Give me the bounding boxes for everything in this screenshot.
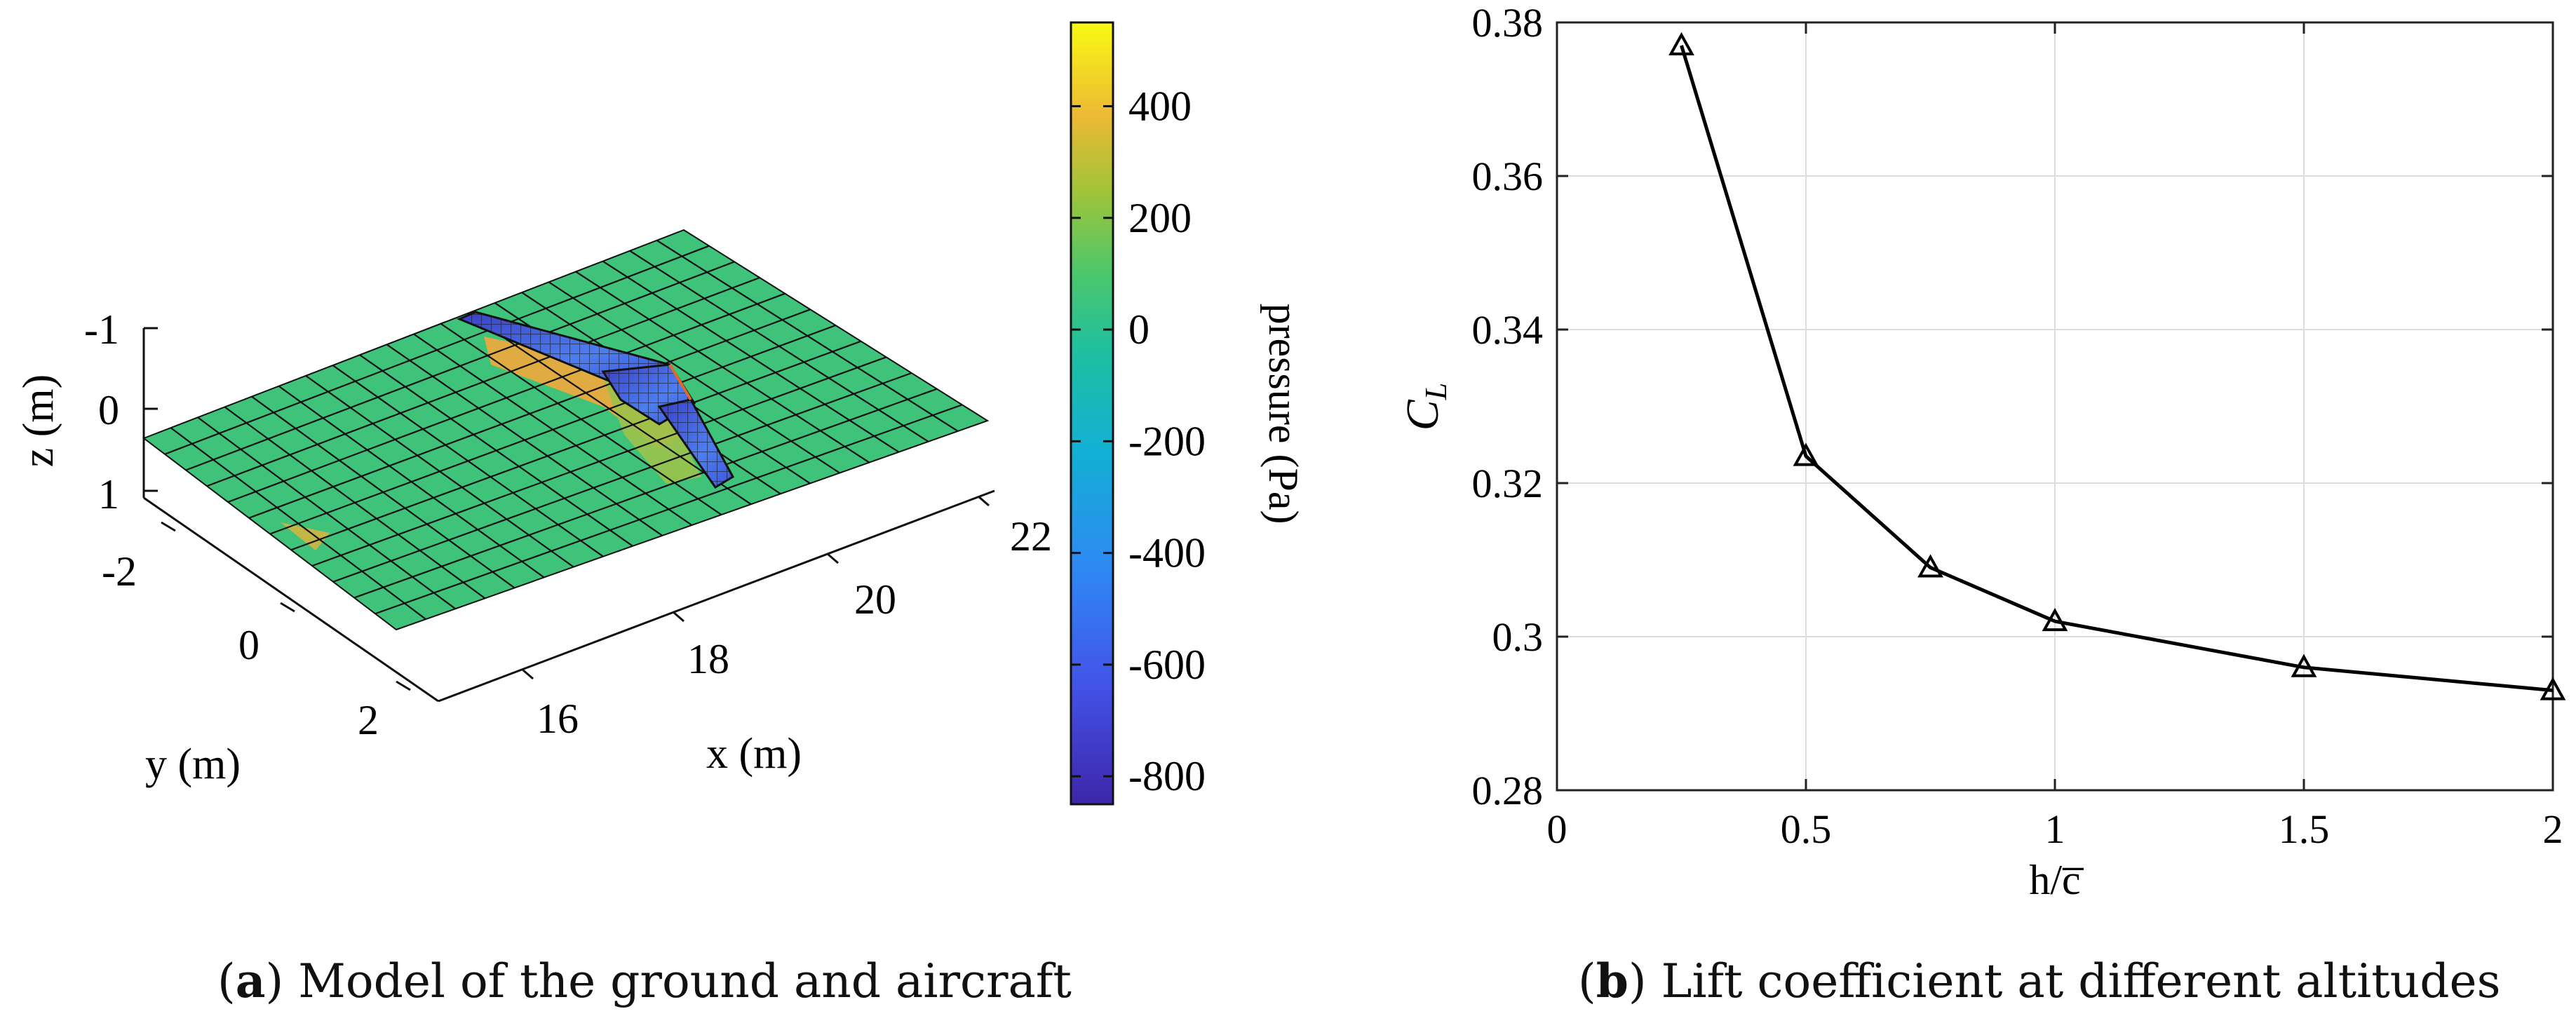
z-tick-label: 1	[98, 471, 119, 517]
y-ticks: -2 0 2	[102, 521, 411, 743]
x-tick-label: 1	[2045, 806, 2065, 852]
x-tick-label: 18	[687, 636, 729, 682]
mesh-line	[332, 372, 912, 583]
y-tick-label: 0.36	[1472, 154, 1544, 199]
y-axis-label-sub: L	[1419, 383, 1453, 400]
mesh-line	[206, 276, 760, 487]
data-point-marker	[1668, 32, 1694, 55]
data-point-marker	[1917, 554, 1943, 578]
x-tick-label: 0.5	[1781, 806, 1832, 852]
mesh-line	[185, 261, 735, 471]
y-tick-label: 0.32	[1472, 461, 1544, 506]
panel-b-line-chart: 0.28 0.3 0.32 0.34 0.36 0.38 0 0.5 1 1.5 2 CL h/c…	[1397, 0, 2566, 903]
aircraft-model	[457, 311, 735, 489]
data-point-marker	[2042, 607, 2068, 632]
mesh-line	[248, 309, 811, 519]
colorbar-label: pressure (Pa)	[1260, 304, 1307, 524]
z-tick-label: -1	[84, 306, 119, 353]
y-tick-label: 2	[358, 697, 379, 743]
y-tick-label: 0.28	[1472, 768, 1544, 813]
colorbar-tick-label: 0	[1128, 306, 1149, 353]
y-axis-label: y (m)	[145, 740, 241, 788]
colorbar-tick-label: -400	[1128, 530, 1206, 576]
panel-a-surface-plot: -1 0 1 z (m) -2 0 2 y (m) 16 18 20 22 x …	[15, 21, 1307, 806]
mesh-line	[269, 324, 836, 535]
y-tick-label: 0	[238, 622, 259, 668]
x-tick-label: 20	[854, 576, 896, 623]
colorbar-tick-label: -600	[1128, 642, 1206, 688]
x-tick-label: 22	[1010, 513, 1052, 560]
data-point-marker	[1793, 442, 1819, 466]
mesh-line	[227, 292, 785, 503]
mesh-line	[164, 245, 710, 455]
x-tick-label: 16	[537, 696, 579, 742]
series-line	[1680, 45, 2554, 693]
aircraft-leading-edge	[668, 363, 692, 401]
x-axis-label: x (m)	[706, 730, 802, 778]
series-markers	[1668, 32, 2566, 700]
caption-a-text: Model of the ground and aircraft	[298, 954, 1072, 1008]
y-axis-label-main: C	[1397, 399, 1448, 431]
aircraft-wing-left-mesh	[459, 312, 670, 384]
colorbar-tick-label: -200	[1128, 418, 1206, 464]
z-tick-label: 0	[98, 387, 119, 433]
x-tick-label: 0	[1547, 806, 1567, 852]
y-axis-line	[143, 496, 439, 703]
mesh-line	[311, 356, 887, 567]
data-point-marker	[2540, 677, 2566, 700]
mesh-line	[353, 388, 938, 599]
caption-a: (a) Model of the ground and aircraft	[217, 954, 1072, 1008]
caption-b-label: b	[1596, 954, 1628, 1008]
ground-surface	[142, 229, 990, 631]
y-tick-label: -2	[102, 548, 137, 595]
y-axis-ticks: 0.28 0.3 0.32 0.34 0.36 0.38	[1472, 0, 2553, 813]
aircraft-wing-right-mesh	[659, 400, 733, 487]
x-ticks: 16 18 20 22	[522, 495, 1052, 742]
colorbar	[1070, 21, 1114, 806]
z-ticks: -1 0 1	[84, 306, 158, 517]
z-axis-label: z (m)	[15, 374, 62, 468]
y-tick-label: 0.3	[1492, 614, 1544, 660]
x-axis-line	[438, 489, 995, 703]
colorbar-tick-label: 200	[1128, 195, 1192, 241]
colorbar-tick-label: -800	[1128, 753, 1206, 799]
y-axis-label: CL	[1397, 383, 1453, 431]
caption-a-label: a	[235, 954, 266, 1008]
colorbar-ticks: 400 200 0 -200 -400 -600 -800	[1071, 83, 1206, 799]
data-point-marker	[2291, 653, 2317, 677]
y-tick-label: 0.34	[1472, 307, 1544, 353]
x-tick-label: 1.5	[2279, 806, 2330, 852]
ground-pressure-patch-low	[281, 522, 330, 550]
x-axis-label: h/c̅	[2029, 857, 2084, 903]
x-tick-label: 2	[2543, 806, 2563, 852]
x-axis-ticks: 0 0.5 1 1.5 2	[1547, 22, 2563, 852]
y-tick-label: 0.38	[1472, 0, 1544, 46]
colorbar-tick-label: 400	[1128, 83, 1192, 129]
caption-b-text: Lift coefficient at different altitudes	[1661, 954, 2501, 1008]
mesh-line	[375, 404, 963, 615]
caption-b: (b) Lift coefficient at different altitu…	[1578, 954, 2501, 1008]
mesh-line	[290, 340, 861, 551]
